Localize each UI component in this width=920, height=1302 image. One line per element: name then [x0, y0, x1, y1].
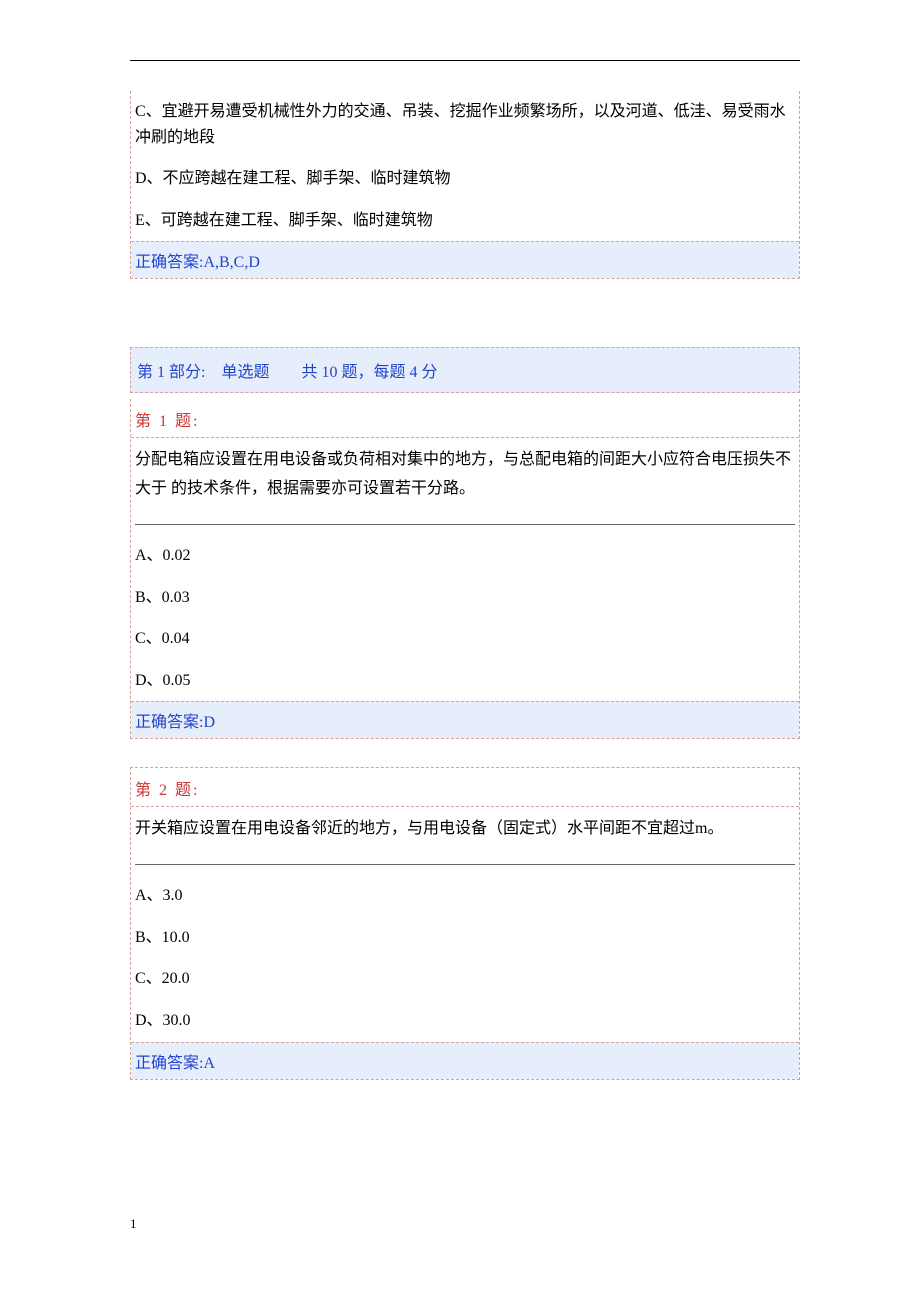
option-text: D、不应跨越在建工程、脚手架、临时建筑物 [131, 158, 799, 200]
option-text: C、20.0 [131, 958, 799, 1000]
question-stem: 分配电箱应设置在用电设备或负荷相对集中的地方，与总配电箱的间距大小应符合电压损失… [131, 438, 799, 514]
answer-label: 正确答案:D [131, 701, 799, 738]
option-text: D、0.05 [131, 660, 799, 702]
prev-question-tail: C、宜避开易遭受机械性外力的交通、吊装、挖掘作业频繁场所，以及河道、低洼、易受雨… [130, 91, 800, 279]
option-text: B、10.0 [131, 917, 799, 959]
option-text: D、30.0 [131, 1000, 799, 1042]
option-text: A、3.0 [131, 875, 799, 917]
option-text: A、0.02 [131, 535, 799, 577]
stem-divider [135, 524, 795, 525]
question-block: 第 1 题: 分配电箱应设置在用电设备或负荷相对集中的地方，与总配电箱的间距大小… [130, 399, 800, 739]
question-block: 第 2 题: 开关箱应设置在用电设备邻近的地方，与用电设备（固定式）水平间距不宜… [130, 767, 800, 1079]
option-text: C、0.04 [131, 618, 799, 660]
option-text: C、宜避开易遭受机械性外力的交通、吊装、挖掘作业频繁场所，以及河道、低洼、易受雨… [131, 91, 799, 158]
page-container: C、宜避开易遭受机械性外力的交通、吊装、挖掘作业频繁场所，以及河道、低洼、易受雨… [0, 0, 920, 1148]
answer-label: 正确答案:A,B,C,D [131, 241, 799, 278]
page-number: 1 [130, 1216, 137, 1232]
question-number: 第 1 题: [131, 399, 799, 438]
stem-divider [135, 864, 795, 865]
option-text: E、可跨越在建工程、脚手架、临时建筑物 [131, 200, 799, 242]
question-number: 第 2 题: [131, 768, 799, 807]
question-stem: 开关箱应设置在用电设备邻近的地方，与用电设备（固定式）水平间距不宜超过m。 [131, 807, 799, 854]
top-rule [130, 60, 800, 61]
option-text: B、0.03 [131, 577, 799, 619]
answer-label: 正确答案:A [131, 1042, 799, 1079]
section-header: 第 1 部分: 单选题 共 10 题，每题 4 分 [130, 347, 800, 393]
